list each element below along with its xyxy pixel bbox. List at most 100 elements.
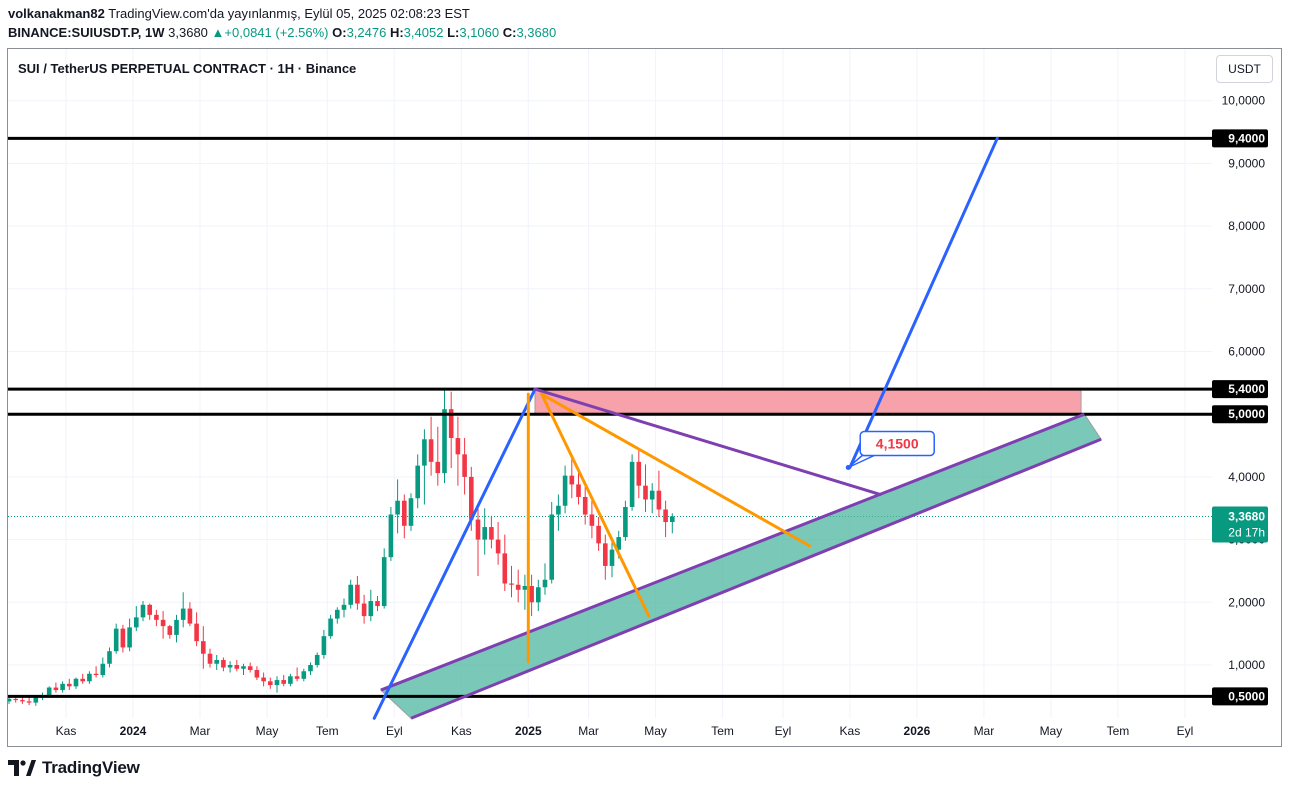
candle (328, 614, 333, 639)
author-name[interactable]: volkanakman82 (8, 6, 105, 21)
candle-body (127, 627, 132, 648)
change-arrow-icon: ▲ (211, 25, 225, 40)
candle (140, 601, 146, 622)
candle (308, 662, 313, 676)
candle-body (428, 439, 434, 462)
candle-body (395, 500, 400, 515)
change-value: +0,0841 (+2.56%) (224, 25, 329, 40)
currency-unit-button[interactable]: USDT (1216, 55, 1273, 83)
candle-body (214, 659, 219, 664)
candle-body (422, 439, 427, 466)
pane-title: SUI / TetherUS PERPETUAL CONTRACT · 1H ·… (18, 61, 357, 76)
candle-body (408, 498, 414, 526)
candle-body (435, 461, 441, 474)
candle-body (53, 687, 59, 691)
callout-label: 4,1500 (876, 435, 919, 451)
candle (355, 575, 360, 610)
candle (475, 503, 481, 576)
candle-body (589, 514, 595, 526)
candle (194, 612, 199, 647)
candle-body (73, 678, 79, 687)
candle-body (623, 506, 628, 538)
candle (314, 652, 320, 668)
candle-body (254, 670, 260, 678)
candle (502, 534, 508, 592)
candle-body (140, 604, 146, 618)
level-badge-label: 5,0000 (1228, 407, 1265, 421)
candle-body (301, 671, 307, 679)
time-tick-label: Eyl (1177, 724, 1194, 738)
candle-body (569, 475, 575, 485)
plot-area: 4,1500 (8, 136, 1212, 720)
candle (643, 464, 648, 513)
candle-body (80, 678, 85, 682)
level-badge-label: 5,4000 (1228, 382, 1265, 396)
candle (274, 676, 280, 693)
candle (569, 458, 575, 499)
candle (335, 607, 340, 624)
candle (489, 515, 494, 549)
brand-name: TradingView (42, 758, 140, 777)
channel-border (410, 437, 1102, 720)
candle-body (609, 549, 615, 566)
candle-body (321, 636, 327, 655)
channel-border (380, 412, 1085, 692)
candle (663, 500, 668, 538)
candle (375, 596, 380, 612)
candle-body (234, 665, 240, 669)
candle-body (522, 585, 528, 590)
time-tick-label: Kas (840, 724, 861, 738)
price-axis: 1,00002,00003,00004,00006,00007,00008,00… (1212, 94, 1268, 706)
time-tick-label: 2024 (120, 724, 147, 738)
candle-body (442, 409, 447, 474)
candle-body (542, 579, 548, 588)
low-value: 3,1060 (459, 25, 500, 40)
time-tick-label: May (256, 724, 279, 738)
level-badge-label: 9,4000 (1228, 131, 1265, 145)
candle-body (154, 614, 159, 620)
candle-body (368, 601, 374, 617)
candle-body (469, 476, 474, 520)
candle-body (415, 465, 420, 499)
candle-body (489, 527, 494, 540)
candle-body (556, 505, 561, 515)
candle (649, 483, 655, 514)
time-tick-label: May (1040, 724, 1063, 738)
candle (629, 454, 635, 511)
candle-body (174, 619, 179, 635)
candle-body (288, 676, 293, 684)
price-tick-label: 8,0000 (1228, 219, 1265, 233)
candle (589, 500, 595, 539)
level-badge (1212, 405, 1268, 424)
candle (562, 465, 568, 514)
time-tick-label: Tem (711, 724, 734, 738)
candle (509, 565, 514, 598)
candle-body (314, 654, 320, 665)
low-label: L: (447, 25, 460, 40)
candle (147, 603, 152, 620)
candle-body (402, 500, 407, 526)
candle (576, 471, 581, 505)
candle (107, 647, 112, 668)
candle (341, 598, 347, 618)
tradingview-logo-icon (8, 760, 36, 776)
candle (529, 574, 534, 617)
candle (60, 681, 65, 693)
symbol-label: BINANCE:SUIUSDT.P, 1W (8, 25, 165, 40)
candle-body (201, 641, 206, 654)
time-tick-label: Kas (56, 724, 77, 738)
tradingview-logo[interactable]: TradingView (8, 758, 140, 778)
candle-body (107, 651, 112, 664)
candle-body (281, 680, 286, 684)
candle (221, 657, 226, 672)
candle (80, 673, 85, 684)
candle (294, 667, 300, 682)
candle (636, 450, 642, 499)
candle (207, 648, 213, 668)
candle-body (462, 454, 467, 477)
candle (247, 662, 253, 673)
candle-body (529, 585, 534, 603)
trendline-blue-impulse (372, 387, 537, 720)
candle-body (247, 666, 253, 671)
